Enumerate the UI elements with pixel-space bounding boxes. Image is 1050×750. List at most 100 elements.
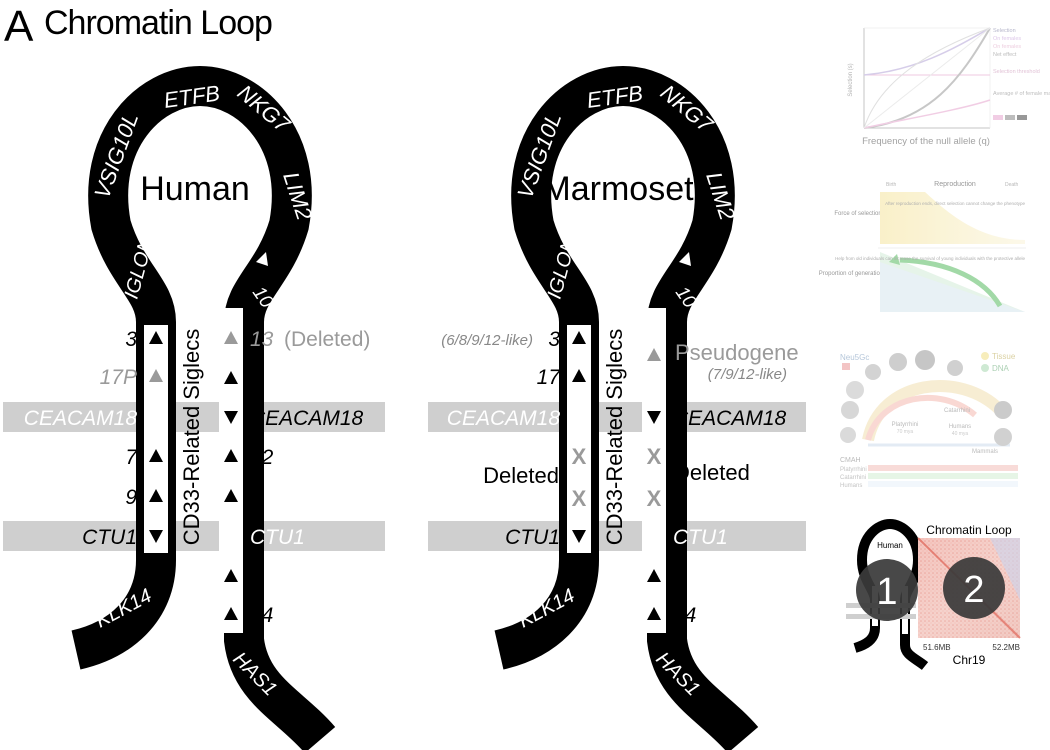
left-tail	[70, 322, 176, 670]
badge-2	[943, 557, 1005, 619]
marmoset-right-label-1: CEACAM18	[673, 407, 787, 430]
svg-text:On females: On females	[993, 36, 1021, 42]
human-right-marker-5	[224, 530, 238, 543]
svg-text:Force of selection: Force of selection	[834, 211, 881, 217]
marmoset-left-marker-5	[572, 530, 586, 543]
marmoset-left-marker-1	[572, 369, 586, 382]
human-right-marker-6	[224, 569, 238, 582]
marmoset-right-marker-2: X	[647, 444, 662, 469]
svg-text:52.2MB: 52.2MB	[992, 643, 1020, 652]
svg-text:Catarrhini: Catarrhini	[944, 408, 970, 414]
svg-text:Reproduction: Reproduction	[934, 181, 976, 188]
marmoset-right-label-5: 5	[673, 566, 685, 589]
human-right-marker-2	[224, 411, 238, 424]
loop-ring	[88, 65, 312, 324]
human-left-marker-3	[149, 449, 163, 462]
svg-text:Death: Death	[1005, 182, 1019, 188]
left-column	[567, 325, 591, 553]
svg-text:Selection: Selection	[993, 28, 1016, 34]
marmoset-left-label-2: CEACAM18	[447, 407, 561, 430]
loop-arrow	[256, 252, 268, 266]
thumbnail-mini-loop: Human Chromatin Loop 51.6MB 52.2MB Chr19…	[846, 518, 1021, 670]
cluster-label: CD33-Related Siglecs	[179, 329, 204, 545]
human-right-marker-0	[224, 331, 238, 344]
panel-letter: A	[4, 2, 33, 51]
species-label: Marmoset	[542, 170, 694, 208]
marmoset-left-marker-4: X	[572, 486, 587, 511]
human-right-label-0: 13	[250, 328, 274, 351]
human-left-marker-5	[149, 530, 163, 543]
svg-text:Tissue: Tissue	[992, 352, 1016, 361]
thumbnail-phylogeny: Neu5Gc Tissue DNA Catarrhini Platyrrhini…	[838, 344, 1028, 494]
human-right-label-4: 6	[250, 486, 262, 509]
left-tail	[493, 322, 599, 670]
svg-text:Average # of female mates: Average # of female mates	[993, 91, 1050, 97]
human-right-label-3: 12	[250, 446, 274, 469]
human-right-marker-4	[224, 489, 238, 502]
marmoset-left-label-5: CTU1	[505, 526, 560, 549]
thumbnail-selection-plot: Frequency of the null allele (q) Selecti…	[843, 22, 1050, 150]
loop-ring	[511, 65, 735, 324]
svg-text:Platyrrhini: Platyrrhini	[892, 422, 919, 428]
human-left-label-0: 3	[125, 328, 137, 351]
right-tail	[224, 322, 336, 750]
svg-text:2: 2	[963, 569, 984, 611]
marmoset-right-label-6: 14	[673, 604, 696, 627]
human-right-marker-1	[224, 371, 238, 384]
y-axis-label: Selection (s)	[848, 63, 854, 96]
marmoset-left-label-0: 3	[548, 328, 560, 351]
heatmap-title: Chromatin Loop	[926, 523, 1012, 537]
badge-1	[856, 559, 918, 621]
right-tail	[647, 322, 759, 750]
svg-text:Catarrhini: Catarrhini	[840, 475, 866, 481]
svg-text:1: 1	[876, 571, 897, 613]
cluster-label: CD33-Related Siglecs	[602, 329, 627, 545]
svg-text:40 mya: 40 mya	[952, 431, 969, 437]
marmoset-right-marker-4	[647, 530, 661, 543]
svg-text:Selection threshold: Selection threshold	[993, 69, 1040, 75]
band-ctu1	[428, 521, 806, 551]
svg-text:After reproduction ends, direc: After reproduction ends, direct selectio…	[885, 201, 1025, 206]
band-ceacam18	[3, 402, 385, 432]
human-left-label-3: 7	[125, 446, 138, 469]
human-left-label-5: CTU1	[82, 526, 137, 549]
thumbnail-reproduction: Reproduction Birth Death Force of select…	[819, 178, 1028, 313]
band-ctu1	[3, 521, 385, 551]
marmoset-right-marker-5	[647, 569, 661, 582]
svg-text:Net effect: Net effect	[993, 52, 1017, 58]
pseudogene-note: (7/9/12-like)	[708, 366, 787, 383]
svg-text:70 mya: 70 mya	[897, 429, 914, 435]
human-left-label-4: 9	[125, 486, 137, 509]
svg-text:DNA: DNA	[992, 364, 1010, 373]
human-right-label-7: 14	[250, 604, 273, 627]
human-right-label-1: 8	[250, 368, 262, 391]
band-ceacam18	[428, 402, 806, 432]
svg-text:Proportion of generation alive: Proportion of generation alive	[819, 271, 898, 277]
human-right-marker-3	[224, 449, 238, 462]
svg-text:CMAH: CMAH	[840, 457, 861, 464]
pseudogene-label: Pseudogene	[675, 340, 799, 365]
human-left-marker-4	[149, 489, 163, 502]
svg-text:Humans: Humans	[949, 424, 971, 430]
human-right-label-6: 5	[250, 566, 262, 589]
svg-text:Mammals: Mammals	[972, 449, 998, 455]
human-right-label-5: CTU1	[250, 526, 305, 549]
human-right-note-0: (Deleted)	[284, 328, 370, 351]
loop-arrow	[679, 252, 691, 266]
gene-rows: 3 17P CEACAM18 7 9 CTU1 13 (Deleted) 8 CEACAM18 12…	[24, 328, 787, 627]
right-column	[219, 308, 243, 633]
deleted-right: Deleted	[674, 460, 750, 485]
marmoset-left-marker-2	[572, 411, 586, 424]
chrom-label: Chr19	[953, 653, 986, 667]
human-left-marker-2	[149, 411, 163, 424]
svg-text:Neu5Gc: Neu5Gc	[840, 353, 869, 362]
marmoset-right-marker-0	[647, 348, 661, 361]
left-note: (6/8/9/12-like)	[441, 332, 533, 349]
marmoset-left-marker-0	[572, 331, 586, 344]
human-left-marker-0	[149, 331, 163, 344]
human-left-label-2: CEACAM18	[24, 407, 138, 430]
marmoset-left-label-1: 17	[537, 366, 562, 389]
human-right-marker-7	[224, 607, 238, 620]
svg-text:On females: On females	[993, 44, 1021, 50]
